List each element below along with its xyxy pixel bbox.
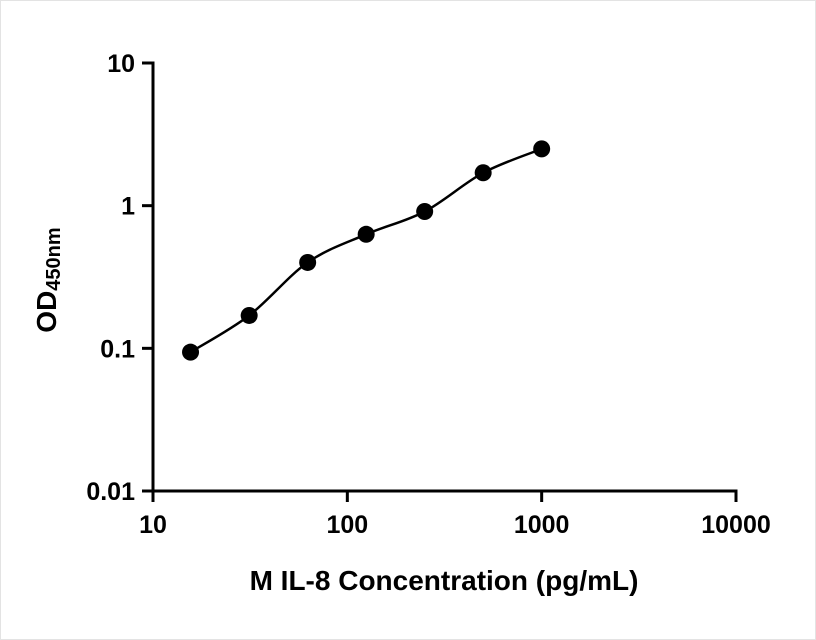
x-tick-label: 1000 bbox=[514, 511, 570, 539]
axis-spines bbox=[151, 61, 738, 493]
x-tick-label: 100 bbox=[326, 511, 368, 539]
x-tick-label: 10000 bbox=[701, 511, 771, 539]
x-tick-label: 10 bbox=[139, 511, 167, 539]
y-tick-label: 10 bbox=[107, 50, 135, 78]
y-axis-title: OD450nm bbox=[31, 150, 67, 410]
y-axis-title-subscript: 450nm bbox=[43, 227, 65, 291]
data-point bbox=[299, 253, 317, 271]
data-point bbox=[240, 306, 258, 324]
x-axis-title: M IL-8 Concentration (pg/mL) bbox=[249, 565, 639, 596]
data-point bbox=[533, 140, 551, 158]
y-tick-label: 0.1 bbox=[100, 335, 135, 363]
data-point bbox=[182, 343, 200, 361]
y-tick-label: 1 bbox=[121, 193, 135, 221]
data-point bbox=[474, 164, 492, 182]
y-tick-label: 0.01 bbox=[86, 478, 135, 506]
data-point bbox=[416, 203, 434, 221]
standard-curve-line bbox=[189, 147, 543, 354]
y-axis-title-main: OD bbox=[31, 290, 62, 333]
data-point bbox=[357, 225, 375, 243]
